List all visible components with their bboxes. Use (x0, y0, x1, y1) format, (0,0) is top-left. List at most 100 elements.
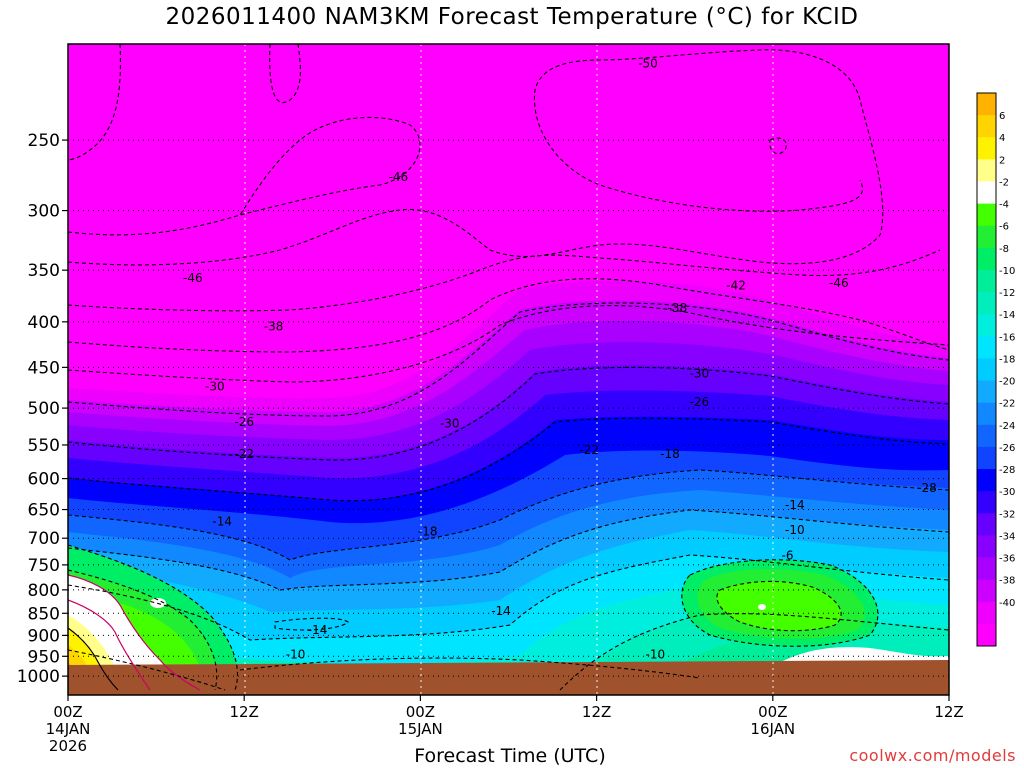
contour-label-text: -10 (785, 523, 805, 537)
grid-vertical (244, 44, 774, 695)
colorbar-label: -14 (999, 310, 1015, 321)
colorbar-label: -22 (999, 399, 1015, 410)
chart-title: 2026011400 NAM3KM Forecast Temperature (… (165, 4, 859, 30)
contour-label-text: -42 (726, 278, 746, 292)
contour-label: -30 (205, 380, 225, 394)
y-tick-label: 650 (28, 501, 60, 521)
contour-label: -46 (829, 276, 849, 290)
colorbar-swatch (977, 181, 996, 205)
contour-label: -38 (668, 301, 688, 315)
colorbar-swatch (977, 269, 996, 293)
y-tick-label: 950 (28, 647, 60, 667)
contour-label: -14 (785, 498, 805, 512)
contour-label: -14 (491, 604, 511, 618)
contour-label-text: -46 (183, 271, 203, 285)
y-tick-label: 550 (28, 436, 60, 456)
contour-label: -22 (234, 447, 254, 461)
y-axis: 2503003504004505005506006507007508008509… (17, 131, 68, 687)
contour-label: -46 (183, 271, 203, 285)
contour-label: -46 (389, 170, 409, 184)
x-tick-label: 12Z (582, 703, 611, 721)
contour-lines (68, 44, 949, 691)
colorbar-label: -6 (999, 222, 1009, 233)
plot-area (68, 44, 949, 695)
colorbar-label: -8 (999, 244, 1009, 255)
colorbar-frame (976, 92, 997, 647)
colorbar-swatch (977, 159, 996, 182)
contour-label-text: -46 (389, 170, 409, 184)
colorbar-swatch (977, 225, 996, 249)
colorbar-swatch (977, 424, 996, 448)
colorbar-swatch (977, 535, 996, 559)
contour-label-text: -30 (440, 416, 460, 430)
contour-label: -42 (726, 278, 746, 292)
contour-label: -28 (917, 481, 937, 495)
freezing-contours (68, 574, 201, 691)
y-tick-label: 250 (28, 131, 60, 151)
plot-frame (67, 43, 950, 696)
y-tick-label: 750 (28, 556, 60, 576)
x-tick-label: 14JAN (46, 720, 91, 738)
colorbar: 6 4 2 -2 -4 -6 -8 -10 -12 -14 -16 -18 -20 -22 -24 -26 -2… (976, 92, 1015, 647)
y-tick-label: 600 (28, 470, 60, 490)
contour-label-text: -26 (690, 395, 710, 409)
source-credit: coolwx.com/models (849, 746, 1016, 765)
colorbar-label: -36 (999, 554, 1015, 565)
contour-label: -30 (440, 416, 460, 430)
contour-label-text: -18 (660, 447, 680, 461)
y-tick-label: 350 (28, 261, 60, 281)
colorbar-label: -4 (999, 200, 1009, 211)
colorbar-label: -2 (999, 177, 1009, 188)
x-tick-label: 2026 (49, 737, 87, 755)
contour-label: -26 (690, 395, 710, 409)
contour-label: -6 (781, 548, 793, 562)
colorbar-label: 4 (999, 133, 1005, 144)
y-tick-label: 450 (28, 358, 60, 378)
colorbar-label: -10 (999, 266, 1015, 277)
colorbar-swatch (977, 402, 996, 426)
colorbar-swatch (977, 469, 996, 492)
contour-label-text: -46 (829, 276, 849, 290)
band-0-speck2 (758, 604, 766, 610)
colorbar-swatch (977, 336, 996, 359)
contour-label-text: -10 (646, 647, 666, 661)
colorbar-label: -26 (999, 443, 1015, 454)
x-tick-label: 15JAN (398, 720, 443, 738)
colorbar-label: -12 (999, 288, 1015, 299)
contour-label: -10 (785, 523, 805, 537)
contour-label-text: -14 (785, 498, 805, 512)
contour-label-text: -6 (781, 548, 793, 562)
contour-label: -22 (579, 443, 599, 457)
x-tick-label: 00Z (53, 703, 82, 721)
colorbar-label: -16 (999, 332, 1015, 343)
colorbar-swatch (977, 601, 996, 625)
colorbar-label: 2 (999, 155, 1005, 166)
colorbar-label: -30 (999, 487, 1015, 498)
contour-label: -18 (660, 447, 680, 461)
contour-label: -10 (286, 647, 306, 661)
contour-label: -18 (418, 525, 438, 539)
colorbar-label: -32 (999, 509, 1015, 520)
colorbar-label: -40 (999, 598, 1015, 609)
colorbar-swatch (977, 115, 996, 138)
colorbar-swatch (977, 513, 996, 536)
y-tick-label: 1000 (17, 667, 60, 687)
colorbar-swatch (977, 247, 996, 271)
y-tick-label: 400 (28, 313, 60, 333)
colorbar-label: -24 (999, 421, 1015, 432)
grid-horizontal (68, 139, 949, 677)
contour-label: -14 (212, 514, 232, 528)
y-tick-label: 850 (28, 604, 60, 624)
colorbar-label: -28 (999, 465, 1015, 476)
contour-label-text: -30 (205, 380, 225, 394)
contour-label-text: -10 (286, 647, 306, 661)
contour-label: -30 (690, 366, 710, 380)
contour-label-text: -14 (212, 514, 232, 528)
band-minus-2-right (716, 581, 842, 631)
x-tick-label: 00Z (758, 703, 787, 721)
colorbar-swatch (977, 579, 996, 603)
contour-label-text: -26 (234, 415, 254, 429)
colorbar-swatch (977, 292, 996, 315)
